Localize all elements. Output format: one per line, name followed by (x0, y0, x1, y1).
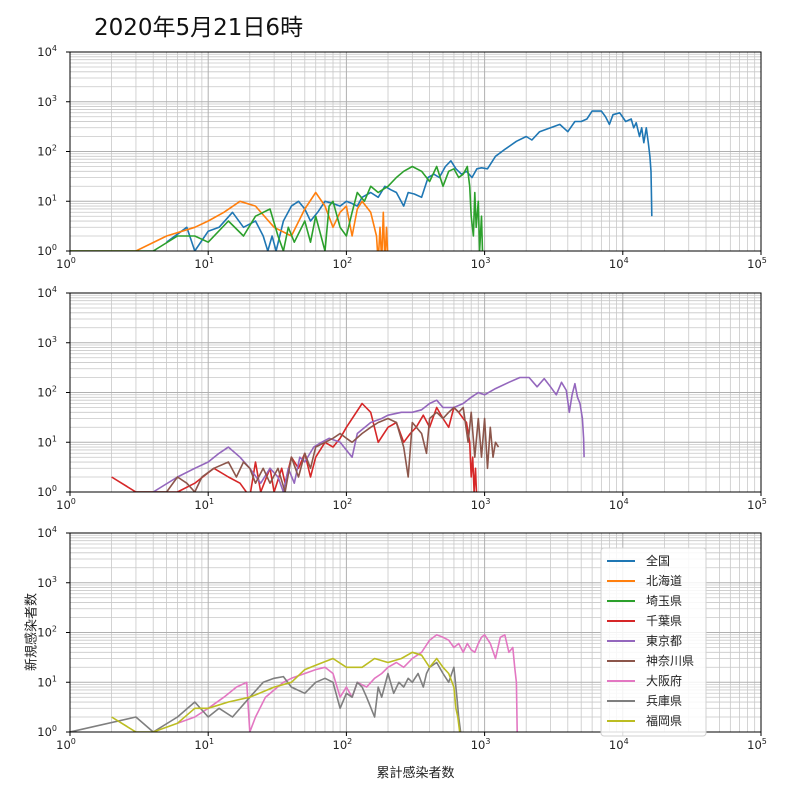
series-line-神奈川県 (135, 406, 500, 492)
legend-label: 北海道 (646, 573, 682, 588)
y-tick-exponent: 0 (52, 724, 57, 733)
legend-label: 福岡県 (646, 713, 682, 728)
legend-label: 大阪府 (646, 673, 682, 688)
y-tick-label: 102 (37, 385, 57, 400)
series-group (70, 633, 519, 732)
x-tick-label: 104 (609, 256, 629, 271)
y-tick-label: 102 (37, 625, 57, 640)
y-tick-label: 101 (37, 193, 57, 208)
series-group (111, 376, 585, 492)
x-tick-label: 104 (609, 497, 629, 512)
y-tick-exponent: 4 (52, 525, 57, 534)
chart-title: 2020年5月21日6時 (94, 15, 304, 41)
y-tick-label: 104 (37, 285, 57, 300)
x-axis-label: 累計感染者数 (376, 766, 455, 781)
y-tick-label: 103 (37, 575, 57, 590)
y-tick-exponent: 0 (52, 243, 57, 252)
legend-label: 千葉県 (646, 614, 682, 628)
x-tick-label: 102 (333, 256, 353, 271)
x-tick-exponent: 2 (347, 256, 352, 265)
x-tick-exponent: 1 (209, 737, 214, 746)
x-tick-exponent: 1 (209, 256, 214, 265)
legend-box (600, 547, 707, 737)
y-tick-label: 103 (37, 335, 57, 350)
x-tick-label: 102 (333, 497, 353, 512)
y-tick-exponent: 2 (52, 144, 57, 153)
y-tick-exponent: 3 (52, 94, 57, 103)
x-tick-label: 100 (56, 256, 76, 271)
x-tick-exponent: 0 (71, 737, 76, 746)
y-tick-label: 101 (37, 674, 57, 689)
series-line-東京都 (152, 376, 585, 492)
x-tick-exponent: 2 (347, 497, 352, 506)
y-tick-label: 103 (37, 94, 57, 109)
x-tick-label: 103 (471, 737, 491, 752)
legend-label: 東京都 (646, 634, 682, 648)
y-tick-label: 104 (37, 44, 57, 59)
y-tick-exponent: 0 (52, 484, 57, 493)
y-tick-exponent: 4 (52, 44, 57, 53)
x-tick-exponent: 0 (71, 497, 76, 506)
series-line-埼玉県 (70, 165, 484, 251)
series-line-兵庫県 (70, 661, 462, 732)
y-tick-exponent: 4 (52, 285, 57, 294)
y-tick-label: 101 (37, 434, 57, 449)
y-tick-exponent: 1 (52, 674, 57, 683)
legend-label: 兵庫県 (646, 694, 682, 708)
x-tick-label: 102 (333, 737, 353, 752)
legend-label: 埼玉県 (646, 594, 682, 608)
x-tick-label: 103 (471, 256, 491, 271)
y-tick-label: 100 (37, 484, 57, 499)
y-tick-exponent: 3 (52, 575, 57, 584)
x-tick-exponent: 5 (762, 737, 767, 746)
x-tick-exponent: 3 (485, 737, 490, 746)
y-tick-exponent: 2 (52, 385, 57, 394)
x-tick-label: 101 (194, 497, 214, 512)
x-tick-exponent: 3 (485, 497, 490, 506)
x-tick-exponent: 0 (71, 256, 76, 265)
series-group (70, 110, 653, 251)
y-tick-exponent: 2 (52, 625, 57, 634)
x-tick-label: 104 (609, 737, 629, 752)
y-tick-exponent: 1 (52, 434, 57, 443)
y-tick-label: 104 (37, 525, 57, 540)
x-tick-label: 101 (194, 256, 214, 271)
x-tick-exponent: 2 (347, 737, 352, 746)
x-tick-label: 105 (747, 497, 767, 512)
x-tick-label: 103 (471, 497, 491, 512)
x-tick-exponent: 1 (209, 497, 214, 506)
x-tick-exponent: 4 (624, 497, 629, 506)
y-tick-label: 100 (37, 243, 57, 258)
series-line-福岡県 (111, 651, 461, 732)
y-tick-exponent: 3 (52, 335, 57, 344)
x-tick-label: 100 (56, 497, 76, 512)
x-tick-label: 101 (194, 737, 214, 752)
x-tick-exponent: 4 (624, 256, 629, 265)
legend-label: 神奈川県 (646, 654, 694, 668)
y-tick-label: 100 (37, 724, 57, 739)
x-tick-exponent: 5 (762, 497, 767, 506)
series-line-大阪府 (177, 633, 519, 732)
x-tick-exponent: 4 (624, 737, 629, 746)
series-line-北海道 (70, 191, 389, 251)
x-tick-label: 105 (747, 256, 767, 271)
x-tick-label: 105 (747, 737, 767, 752)
series-line-全国 (166, 110, 653, 251)
y-tick-exponent: 1 (52, 193, 57, 202)
y-axis-label: 新規感染者数 (24, 592, 40, 672)
x-tick-exponent: 5 (762, 256, 767, 265)
x-tick-exponent: 3 (485, 256, 490, 265)
legend-label: 全国 (646, 553, 670, 568)
y-tick-label: 102 (37, 144, 57, 159)
x-tick-label: 100 (56, 737, 76, 752)
